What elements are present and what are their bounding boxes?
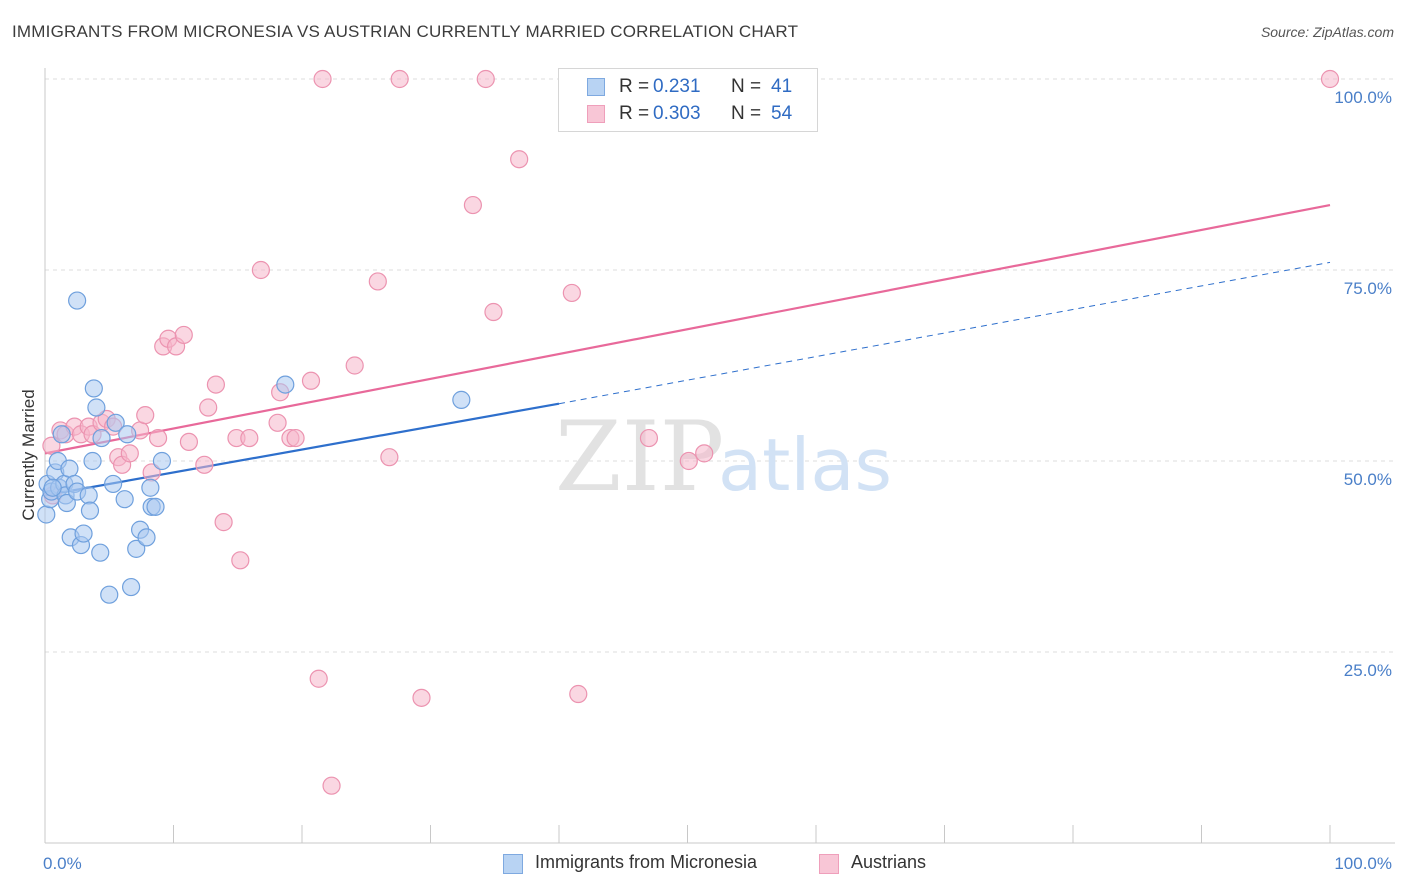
trend-lines (44, 203, 1331, 497)
point-micronesia-0 (37, 505, 56, 524)
source-label: Source: ZipAtlas.com (1260, 24, 1394, 40)
y-tick-label-0: 25.0% (1344, 661, 1392, 680)
point-micronesia-22 (87, 398, 106, 417)
point-austrians-34 (286, 428, 305, 448)
legend-r-value-2: 0.303 (653, 103, 701, 124)
point-austrians-39 (345, 356, 364, 375)
point-austrians-42 (390, 69, 409, 89)
trend-line-micronesia-extrapolated (558, 261, 1331, 405)
point-austrians-24 (199, 398, 218, 417)
point-austrians-53 (1320, 69, 1340, 89)
legend-swatch-pink (587, 105, 605, 123)
y-axis-label: Currently Married (19, 389, 38, 520)
point-austrians-29 (240, 428, 259, 448)
point-micronesia-28 (115, 490, 134, 509)
point-austrians-50 (639, 428, 659, 448)
legend-r-label-1: R = (619, 76, 650, 97)
point-micronesia-25 (100, 585, 119, 604)
point-micronesia-37 (152, 451, 172, 471)
trend-line-micronesia (44, 402, 560, 497)
point-austrians-31 (268, 413, 287, 432)
point-austrians-13 (120, 444, 139, 463)
point-micronesia-30 (121, 577, 141, 597)
point-micronesia-19 (80, 501, 100, 520)
point-austrians-30 (251, 260, 270, 280)
data-points (37, 69, 1340, 795)
point-micronesia-17 (74, 524, 93, 543)
x-tick-label-0: 0.0% (43, 854, 82, 873)
legend-swatch-blue (587, 78, 605, 96)
point-austrians-44 (463, 195, 483, 215)
legend-n-label-2: N = (731, 103, 762, 124)
grid-lines (45, 78, 1395, 653)
point-austrians-15 (136, 406, 155, 425)
point-austrians-40 (368, 272, 387, 291)
legend-r-label-2: R = (619, 103, 650, 124)
chart-title: IMMIGRANTS FROM MICRONESIA VS AUSTRIAN C… (12, 22, 799, 41)
legend-n-label-1: N = (731, 76, 762, 97)
correlation-legend: R = 0.231 N = 41 R = 0.303 N = 54 (558, 68, 818, 132)
point-micronesia-40 (43, 478, 62, 497)
point-austrians-49 (569, 684, 588, 704)
point-austrians-52 (695, 444, 714, 463)
point-micronesia-39 (452, 390, 471, 409)
point-micronesia-31 (127, 539, 146, 558)
point-austrians-45 (476, 69, 495, 89)
point-micronesia-29 (118, 425, 137, 444)
bottom-legend-label-austrians: Austrians (851, 852, 927, 872)
point-micronesia-21 (84, 379, 103, 398)
point-micronesia-23 (91, 543, 110, 562)
point-micronesia-34 (141, 478, 160, 497)
point-austrians-28 (231, 551, 250, 570)
point-austrians-48 (562, 283, 581, 303)
point-austrians-17 (148, 428, 168, 448)
point-austrians-25 (206, 375, 226, 394)
point-austrians-37 (313, 69, 332, 89)
point-micronesia-26 (104, 474, 123, 494)
point-austrians-35 (301, 371, 321, 390)
point-micronesia-38 (276, 375, 295, 394)
y-tick-label-1: 50.0% (1344, 470, 1392, 489)
point-micronesia-27 (106, 413, 125, 432)
legend-n-value-1: 41 (771, 76, 793, 97)
point-austrians-47 (510, 150, 529, 169)
bottom-legend-swatch-pink (819, 854, 839, 874)
point-micronesia-11 (60, 459, 79, 478)
bottom-legend-label-micronesia: Immigrants from Micronesia (535, 852, 758, 872)
point-micronesia-7 (52, 425, 71, 444)
point-micronesia-36 (146, 497, 165, 516)
x-tick-label-1: 100.0% (1334, 854, 1392, 873)
legend-n-value-2: 54 (771, 103, 793, 124)
point-micronesia-24 (92, 428, 111, 448)
point-austrians-51 (679, 451, 698, 471)
point-austrians-23 (195, 455, 214, 474)
point-austrians-21 (174, 325, 193, 345)
watermark: ZIP atlas (555, 401, 892, 513)
point-austrians-26 (214, 513, 233, 532)
point-micronesia-18 (79, 486, 98, 505)
point-austrians-22 (179, 432, 199, 451)
point-austrians-46 (484, 302, 503, 322)
point-austrians-36 (309, 669, 328, 688)
point-austrians-0 (42, 436, 61, 455)
y-tick-label-3: 100.0% (1334, 88, 1392, 107)
point-micronesia-20 (83, 451, 102, 471)
axes (44, 68, 1395, 844)
point-austrians-41 (380, 448, 399, 467)
point-micronesia-15 (68, 291, 87, 310)
point-austrians-43 (412, 688, 431, 707)
point-micronesia-33 (137, 528, 156, 547)
point-micronesia-10 (57, 493, 76, 513)
watermark-atlas: atlas (718, 423, 892, 507)
point-austrians-38 (322, 776, 341, 795)
tick-labels: 25.0% 50.0% 75.0% 100.0% 0.0% 100.0% (43, 88, 1392, 873)
y-tick-label-2: 75.0% (1344, 279, 1392, 298)
trend-line-austrians (44, 203, 1331, 455)
bottom-legend-swatch-blue (503, 854, 523, 874)
legend-r-value-1: 0.231 (653, 76, 701, 97)
